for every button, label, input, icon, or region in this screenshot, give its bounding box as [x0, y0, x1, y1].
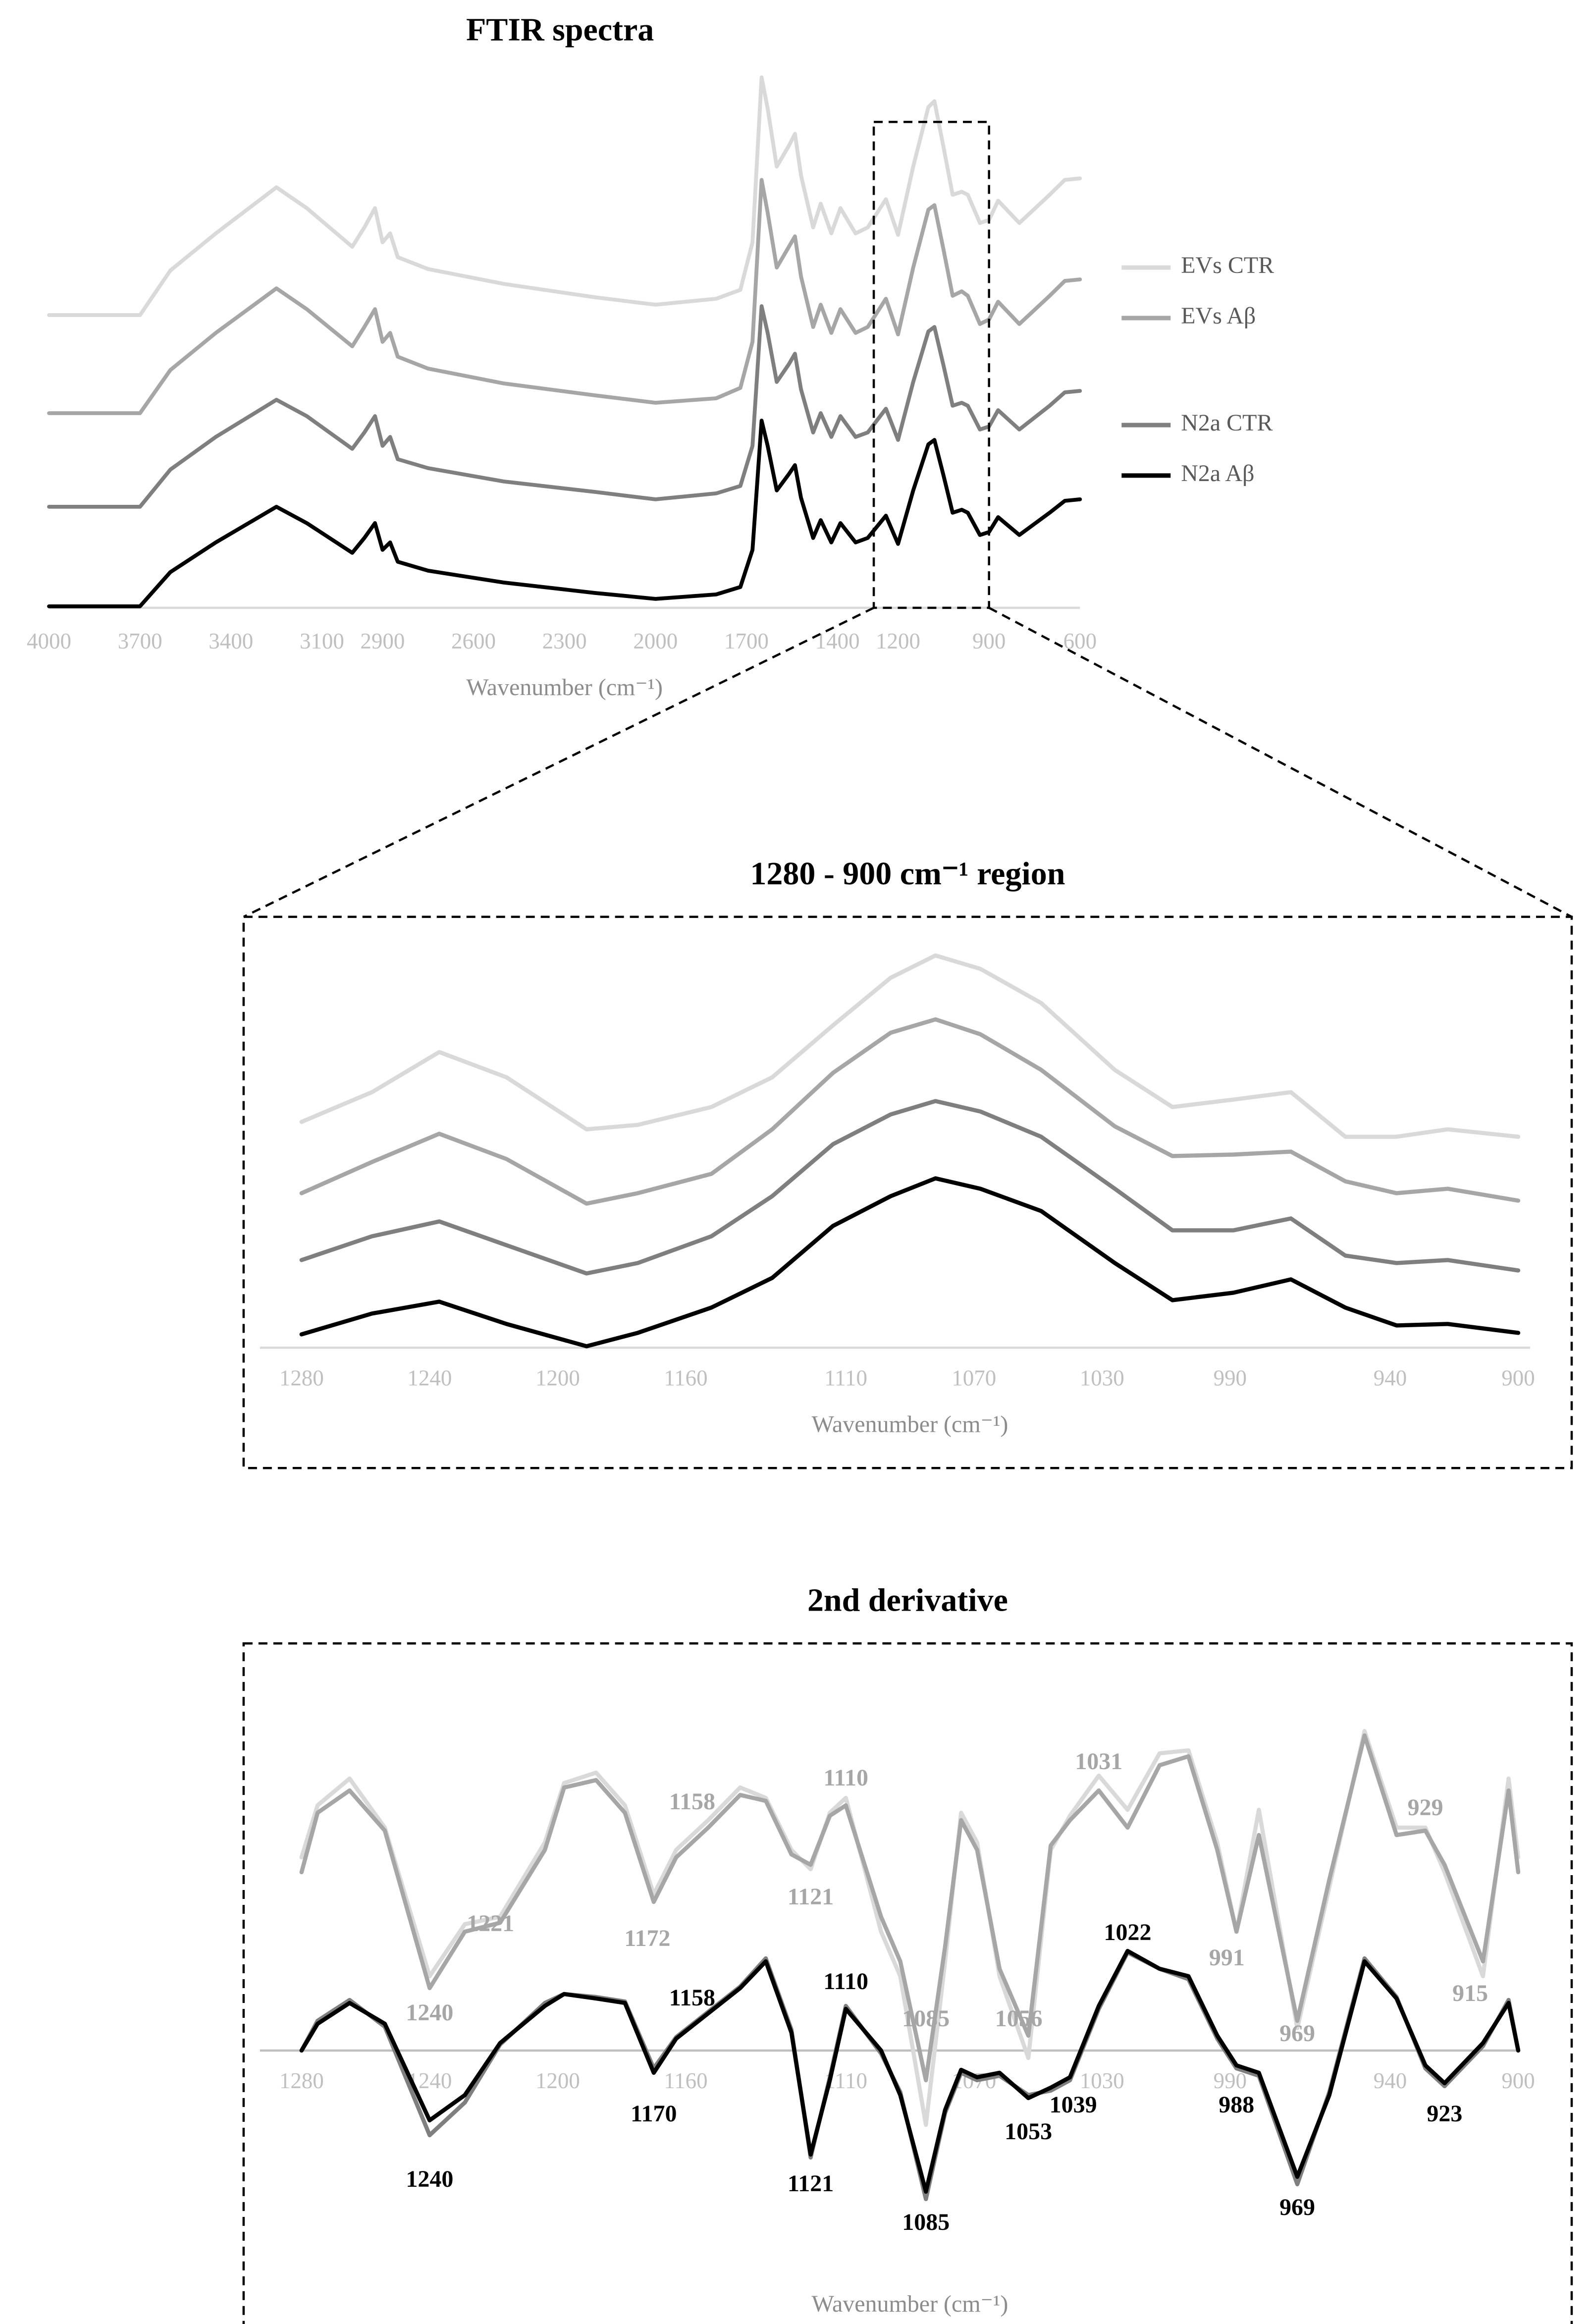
x-tick-label: 1030 — [1080, 2068, 1124, 2093]
x-tick-label: 940 — [1374, 1366, 1407, 1391]
x-axis-label: Wavenumber (cm⁻¹) — [812, 2291, 1008, 2317]
x-tick-label: 940 — [1374, 2068, 1407, 2093]
x-tick-label: 1160 — [664, 2068, 707, 2093]
peak-label: 1158 — [669, 1985, 715, 2011]
chart-title: FTIR spectra — [466, 11, 654, 48]
x-tick-label: 990 — [1214, 1366, 1247, 1391]
peak-label: 1158 — [669, 1788, 715, 1815]
x-tick-label: 990 — [1214, 2068, 1247, 2093]
x-tick-label: 3100 — [300, 629, 344, 653]
spectrum-line — [47, 304, 1082, 509]
legend-label: N2a Aβ — [1181, 460, 1254, 486]
spectrum-line — [299, 953, 1521, 1139]
peak-label: 1022 — [1104, 1919, 1151, 1946]
spectrum-line — [299, 1099, 1521, 1276]
spectrum-line — [47, 75, 1082, 317]
peak-label: 1121 — [788, 1884, 834, 1910]
x-tick-label: 1110 — [824, 1366, 867, 1391]
peak-label: 1170 — [631, 2101, 677, 2127]
peak-label: 1085 — [902, 2209, 950, 2235]
chart-title: 1280 - 900 cm⁻¹ region — [750, 856, 1065, 892]
x-tick-label: 1400 — [815, 629, 860, 653]
x-tick-label: 1160 — [664, 1366, 707, 1391]
zoom-guide — [243, 606, 875, 918]
peak-label: 1172 — [624, 1925, 670, 1951]
x-tick-label: 1070 — [952, 1366, 996, 1391]
peak-label: 969 — [1279, 2194, 1315, 2220]
spectrum-line — [47, 178, 1082, 415]
spectrum-line — [299, 1948, 1521, 2194]
x-tick-label: 2000 — [633, 629, 678, 653]
x-tick-label: 2600 — [451, 629, 496, 653]
peak-label: 1039 — [1050, 2092, 1097, 2118]
peak-label: 969 — [1279, 2020, 1315, 2047]
spectrum-line — [299, 1733, 1521, 2083]
peak-label: 1110 — [823, 1968, 868, 1995]
peak-label: 988 — [1219, 2092, 1254, 2118]
x-tick-label: 1280 — [279, 2068, 324, 2093]
zoom-guide — [988, 606, 1573, 918]
x-tick-label: 900 — [1501, 2068, 1535, 2093]
peak-label: 923 — [1427, 2101, 1462, 2127]
x-tick-label: 1200 — [535, 2068, 580, 2093]
peak-label: 1031 — [1075, 1748, 1122, 1775]
zoom-frame — [242, 916, 1573, 1469]
x-tick-label: 1700 — [724, 629, 769, 653]
derivative-frame — [242, 1642, 1573, 2324]
peak-label: 1121 — [788, 2170, 834, 2197]
x-tick-label: 1280 — [279, 1366, 324, 1391]
peak-label: 1056 — [995, 2005, 1043, 2032]
x-tick-label: 2300 — [542, 629, 587, 653]
x-tick-label: 1200 — [876, 629, 920, 653]
peak-label: 991 — [1209, 1945, 1245, 1971]
peak-label: 929 — [1408, 1794, 1443, 1821]
spectrum-line — [299, 1017, 1521, 1206]
spectrum-line — [47, 419, 1082, 608]
x-tick-label: 1240 — [407, 1366, 452, 1391]
legend-label: N2a CTR — [1181, 410, 1273, 436]
zoom-box — [872, 120, 990, 609]
peak-label: 1110 — [823, 1765, 868, 1791]
legend-label: EVs Aβ — [1181, 303, 1256, 329]
peak-label: 915 — [1452, 1980, 1488, 2006]
peak-label: 1085 — [902, 2005, 950, 2032]
x-axis-label: Wavenumber (cm⁻¹) — [466, 674, 663, 701]
legend-label: EVs CTR — [1181, 252, 1274, 278]
peak-label: 1240 — [406, 2166, 453, 2192]
x-axis-label: Wavenumber (cm⁻¹) — [812, 1411, 1008, 1437]
x-tick-label: 1030 — [1080, 1366, 1124, 1391]
x-tick-label: 1200 — [535, 1366, 580, 1391]
peak-label: 1053 — [1005, 2118, 1052, 2145]
peak-label: 1240 — [406, 2000, 453, 2026]
x-tick-label: 3400 — [209, 629, 253, 653]
x-tick-label: 3700 — [118, 629, 162, 653]
chart-title: 2nd derivative — [807, 1582, 1008, 1618]
x-tick-label: 900 — [972, 629, 1006, 653]
x-tick-label: 2900 — [360, 629, 405, 653]
x-tick-label: 4000 — [27, 629, 71, 653]
spectrum-line — [299, 1176, 1521, 1349]
x-tick-label: 900 — [1501, 1366, 1535, 1391]
peak-label: 1221 — [467, 1910, 514, 1937]
